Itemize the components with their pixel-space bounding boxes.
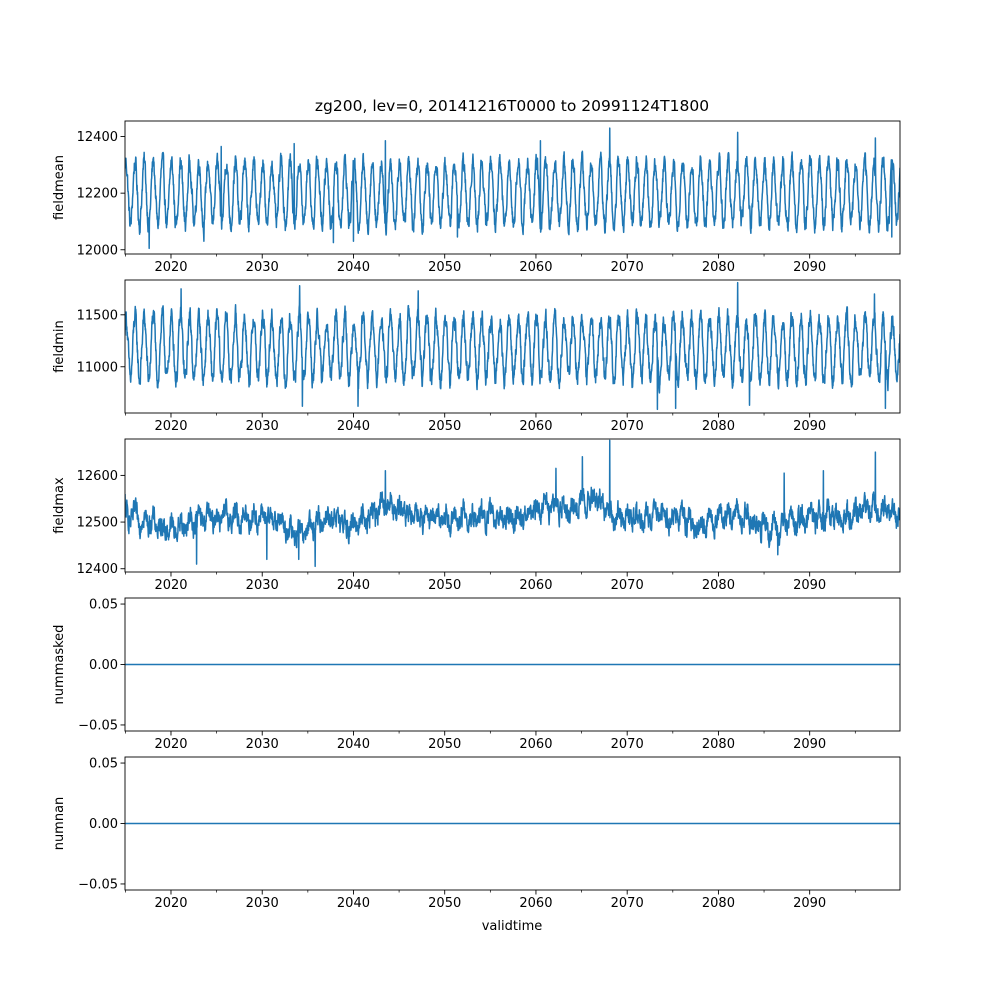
x-tick-label: 2030	[246, 737, 279, 752]
x-tick-label: 2070	[611, 737, 644, 752]
x-tick-label: 2090	[793, 737, 826, 752]
x-tick-label: 2060	[519, 737, 552, 752]
x-tick-label: 2090	[793, 260, 826, 275]
y-tick-label: 12000	[77, 243, 118, 258]
x-tick-label: 2080	[702, 419, 735, 434]
x-tick-label: 2020	[154, 737, 187, 752]
y-tick-label: 11000	[77, 360, 118, 375]
x-tick-label: 2020	[154, 896, 187, 911]
subplot-numnan: 2020 2030 2040 2050 2060 2070 2080 2090 −0.05 0.0…	[52, 757, 901, 911]
x-tick-label: 2080	[702, 260, 735, 275]
x-tick-label: 2080	[702, 737, 735, 752]
y-axis-title-fieldmean: fieldmean	[52, 155, 67, 220]
x-tick-label: 2030	[246, 896, 279, 911]
y-tick-label: 12600	[77, 469, 118, 484]
x-tick-label: 2050	[428, 737, 461, 752]
y-axis-title-numnan: numnan	[52, 797, 67, 851]
subplot-fieldmin: 2020 2030 2040 2050 2060 2070 2080 2090 11000 115…	[52, 279, 901, 434]
x-tick-label: 2070	[611, 578, 644, 593]
x-axis-title: validtime	[482, 919, 543, 934]
x-tick-label: 2040	[337, 260, 370, 275]
y-tick-label: −0.05	[78, 877, 118, 892]
series-line-fieldmean	[125, 127, 900, 250]
series-line-fieldmin	[125, 281, 900, 411]
x-tick-label: 2090	[793, 419, 826, 434]
x-tick-label: 2040	[337, 578, 370, 593]
x-tick-label: 2030	[246, 419, 279, 434]
y-axis-title-fieldmax: fieldmax	[52, 477, 67, 534]
x-tick-label: 2070	[611, 260, 644, 275]
x-tick-label: 2090	[793, 578, 826, 593]
y-tick-label: 12500	[77, 516, 118, 531]
subplot-nummasked: 2020 2030 2040 2050 2060 2070 2080 2090 −0.05 0.0…	[52, 598, 901, 752]
y-tick-label: −0.05	[78, 718, 118, 733]
x-tick-label: 2050	[428, 578, 461, 593]
y-tick-label: 12200	[77, 187, 118, 202]
x-tick-label: 2020	[154, 578, 187, 593]
x-tick-label: 2060	[519, 578, 552, 593]
y-tick-label: 0.05	[89, 598, 118, 613]
x-tick-label: 2090	[793, 896, 826, 911]
y-tick-label: 12400	[77, 130, 118, 145]
y-tick-label: 0.00	[89, 817, 118, 832]
x-tick-label: 2070	[611, 419, 644, 434]
axes-frame-fieldmean	[124, 120, 901, 255]
subplot-fieldmean: 2020 2030 2040 2050 2060 2070 2080 2090 12000 122…	[52, 120, 901, 275]
y-axis-title-nummasked: nummasked	[52, 625, 67, 705]
x-tick-label: 2080	[702, 896, 735, 911]
x-tick-label: 2070	[611, 896, 644, 911]
series-line-fieldmax	[125, 439, 900, 568]
x-tick-label: 2050	[428, 896, 461, 911]
y-tick-label: 0.05	[89, 757, 118, 772]
x-tick-label: 2040	[337, 896, 370, 911]
x-tick-label: 2080	[702, 578, 735, 593]
x-tick-label: 2020	[154, 260, 187, 275]
y-tick-label: 12400	[77, 562, 118, 577]
x-tick-label: 2050	[428, 260, 461, 275]
subplots: 2020 2030 2040 2050 2060 2070 2080 2090 12000 122…	[52, 120, 901, 911]
axes-frame-fieldmax	[124, 438, 901, 573]
x-tick-label: 2060	[519, 896, 552, 911]
y-tick-label: 11500	[77, 308, 118, 323]
x-tick-label: 2050	[428, 419, 461, 434]
y-axis-title-fieldmin: fieldmin	[52, 320, 67, 373]
subplot-fieldmax: 2020 2030 2040 2050 2060 2070 2080 2090 12400 125…	[52, 438, 901, 593]
x-tick-label: 2020	[154, 419, 187, 434]
x-tick-label: 2060	[519, 260, 552, 275]
y-tick-label: 0.00	[89, 658, 118, 673]
x-tick-label: 2030	[246, 578, 279, 593]
figure-title: zg200, lev=0, 20141216T0000 to 20991124T…	[315, 97, 709, 115]
x-tick-label: 2060	[519, 419, 552, 434]
x-tick-label: 2040	[337, 419, 370, 434]
x-tick-label: 2040	[337, 737, 370, 752]
x-tick-label: 2030	[246, 260, 279, 275]
axes-frame-fieldmin	[124, 279, 901, 414]
